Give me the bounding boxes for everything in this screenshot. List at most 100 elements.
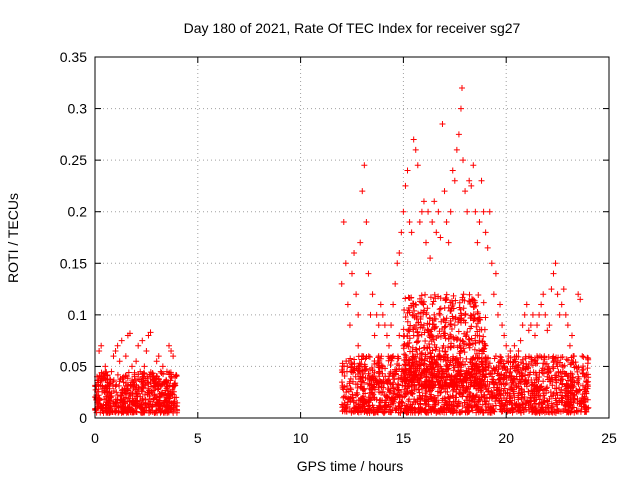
data-point: [445, 239, 452, 246]
data-point: [532, 407, 539, 414]
data-point: [352, 392, 359, 399]
data-point: [431, 325, 438, 332]
data-point: [446, 382, 453, 389]
data-point: [528, 387, 535, 394]
data-point: [396, 392, 403, 399]
data-point: [485, 364, 492, 371]
data-point: [151, 392, 158, 399]
data-point: [159, 363, 166, 370]
data-point: [579, 382, 586, 389]
data-point: [400, 208, 407, 215]
data-point: [450, 407, 457, 414]
data-point: [558, 392, 565, 399]
data-point: [570, 391, 577, 398]
data-point: [424, 378, 431, 385]
data-point: [516, 371, 523, 378]
data-point: [416, 345, 423, 352]
data-point: [412, 406, 419, 413]
data-point: [496, 397, 503, 404]
data-point: [406, 335, 413, 342]
data-point: [510, 406, 517, 413]
y-tick-label: 0.15: [60, 255, 87, 271]
data-point: [339, 360, 346, 367]
data-point: [361, 379, 368, 386]
data-point: [412, 365, 419, 372]
data-point: [168, 347, 175, 354]
data-point: [580, 353, 587, 360]
data-point: [93, 383, 100, 390]
data-point: [422, 338, 429, 345]
data-point: [474, 239, 481, 246]
data-point: [439, 121, 446, 128]
data-point: [558, 386, 565, 393]
y-tick-label: 0: [79, 410, 87, 426]
data-point: [481, 342, 488, 349]
data-point: [404, 389, 411, 396]
data-point: [581, 373, 588, 380]
data-point: [541, 354, 548, 361]
data-point: [366, 402, 373, 409]
data-point: [400, 326, 407, 333]
data-point: [482, 314, 489, 321]
data-point: [528, 405, 535, 412]
data-point: [429, 301, 436, 308]
data-point: [522, 353, 529, 360]
data-point: [523, 301, 530, 308]
data-point: [549, 355, 556, 362]
data-point: [449, 167, 456, 174]
data-point: [462, 188, 469, 195]
data-point: [399, 382, 406, 389]
data-point: [471, 399, 478, 406]
data-point: [565, 409, 572, 416]
data-point: [159, 389, 166, 396]
data-point: [142, 382, 149, 389]
data-point: [131, 373, 138, 380]
data-point: [492, 398, 499, 405]
data-point: [423, 311, 430, 318]
data-point: [139, 337, 146, 344]
data-point: [436, 347, 443, 354]
data-point: [428, 359, 435, 366]
data-point: [115, 403, 122, 410]
data-point: [484, 244, 491, 251]
data-point: [164, 409, 171, 416]
data-point: [353, 389, 360, 396]
data-point: [453, 146, 460, 153]
data-point: [425, 384, 432, 391]
data-point: [501, 332, 508, 339]
data-point: [523, 377, 530, 384]
data-point: [435, 399, 442, 406]
data-point: [392, 404, 399, 411]
data-point: [437, 352, 444, 359]
data-point: [97, 409, 104, 416]
data-point: [404, 404, 411, 411]
data-point: [485, 387, 492, 394]
data-point: [480, 299, 487, 306]
data-point: [476, 347, 483, 354]
data-point: [430, 336, 437, 343]
data-point: [420, 383, 427, 390]
data-point: [433, 357, 440, 364]
data-point: [484, 395, 491, 402]
data-point: [451, 364, 458, 371]
data-point: [142, 400, 149, 407]
data-point: [441, 370, 448, 377]
data-point: [571, 353, 578, 360]
data-point: [465, 383, 472, 390]
data-point: [426, 344, 433, 351]
data-point: [492, 353, 499, 360]
data-point: [396, 249, 403, 256]
data-point: [515, 347, 522, 354]
data-point: [575, 291, 582, 298]
data-point: [414, 328, 421, 335]
data-point: [536, 311, 543, 318]
data-point: [423, 344, 430, 351]
data-point: [532, 357, 539, 364]
data-point: [448, 326, 455, 333]
data-point: [406, 371, 413, 378]
data-point: [114, 342, 121, 349]
data-point: [408, 229, 415, 236]
data-point: [503, 342, 510, 349]
data-point: [338, 379, 345, 386]
data-point: [474, 354, 481, 361]
